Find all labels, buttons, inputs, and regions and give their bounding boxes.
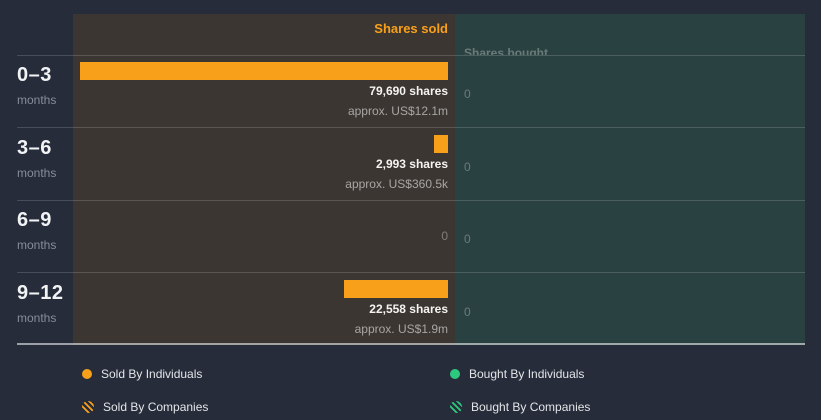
bought-cell-0-3: 0 bbox=[455, 55, 805, 128]
bought-companies-hatch-icon bbox=[450, 401, 462, 413]
bought-cell-9-12: 0 bbox=[455, 272, 805, 345]
bar-track bbox=[73, 134, 448, 153]
bought-individuals-dot-icon bbox=[450, 369, 460, 379]
row-separator bbox=[17, 200, 805, 201]
sold-approx-value: approx. US$360.5k bbox=[345, 176, 448, 191]
bar-track bbox=[73, 279, 448, 298]
shares-sold-header: Shares sold bbox=[73, 14, 455, 55]
sold-cell-6-9: 0 bbox=[73, 200, 455, 273]
period-range: 9–12 bbox=[17, 281, 64, 304]
sold-cell-9-12: 22,558 shares approx. US$1.9m bbox=[73, 272, 455, 345]
sold-shares-value: 22,558 shares bbox=[369, 301, 448, 316]
period-label-6-9: 6–9 months bbox=[0, 200, 73, 273]
period-unit: months bbox=[17, 238, 57, 252]
sold-individuals-dot-icon bbox=[82, 369, 92, 379]
period-unit: months bbox=[17, 310, 57, 325]
legend-sold-by-companies: Sold By Companies bbox=[82, 400, 450, 414]
sold-cell-0-3: 79,690 shares approx. US$12.1m bbox=[73, 55, 455, 128]
sold-shares-value: 2,993 shares bbox=[375, 156, 448, 171]
period-range: 3–6 bbox=[17, 136, 52, 159]
insider-trading-chart: Shares sold Shares bought 0–3 months 79,… bbox=[0, 14, 805, 345]
sold-bar-9-12 bbox=[344, 279, 448, 298]
period-unit: months bbox=[17, 93, 57, 107]
shares-bought-header: Shares bought bbox=[455, 14, 805, 60]
legend-bought-column: Bought By Individuals Bought By Companie… bbox=[450, 367, 818, 414]
row-separator bbox=[17, 55, 805, 56]
bar-track bbox=[73, 62, 448, 80]
legend-sold-column: Sold By Individuals Sold By Companies bbox=[82, 367, 450, 414]
sold-shares-value: 0 bbox=[441, 229, 448, 243]
sold-approx-value: approx. US$12.1m bbox=[347, 104, 448, 118]
period-label-3-6: 3–6 months bbox=[0, 128, 73, 201]
sold-approx-value bbox=[73, 249, 448, 263]
legend-label: Sold By Individuals bbox=[101, 367, 203, 381]
period-label-9-12: 9–12 months bbox=[0, 273, 73, 346]
sold-shares-value: 79,690 shares bbox=[369, 84, 448, 98]
row-separator bbox=[17, 272, 805, 273]
chart-legend: Sold By Individuals Sold By Companies Bo… bbox=[0, 367, 821, 414]
period-label-0-3: 0–3 months bbox=[0, 55, 73, 128]
legend-label: Sold By Companies bbox=[103, 400, 209, 414]
row-separator bbox=[17, 127, 805, 128]
sold-cell-3-6: 2,993 shares approx. US$360.5k bbox=[73, 127, 455, 200]
header-spacer bbox=[0, 14, 73, 55]
bought-cell-6-9: 0 bbox=[455, 200, 805, 273]
sold-companies-hatch-icon bbox=[82, 401, 94, 413]
legend-bought-by-companies: Bought By Companies bbox=[450, 400, 818, 414]
legend-bought-by-individuals: Bought By Individuals bbox=[450, 367, 818, 381]
legend-sold-by-individuals: Sold By Individuals bbox=[82, 367, 450, 381]
chart-baseline bbox=[17, 343, 805, 345]
legend-label: Bought By Individuals bbox=[469, 367, 585, 381]
bar-track bbox=[73, 207, 448, 225]
sold-bar-0-3 bbox=[80, 62, 448, 80]
bought-cell-3-6: 0 bbox=[455, 127, 805, 200]
sold-bar-3-6 bbox=[434, 134, 448, 153]
period-range: 0–3 bbox=[17, 64, 52, 86]
period-range: 6–9 bbox=[17, 209, 52, 231]
period-unit: months bbox=[17, 165, 57, 180]
legend-label: Bought By Companies bbox=[471, 400, 591, 414]
chart-grid: Shares sold Shares bought 0–3 months 79,… bbox=[0, 14, 805, 345]
sold-approx-value: approx. US$1.9m bbox=[354, 321, 448, 336]
